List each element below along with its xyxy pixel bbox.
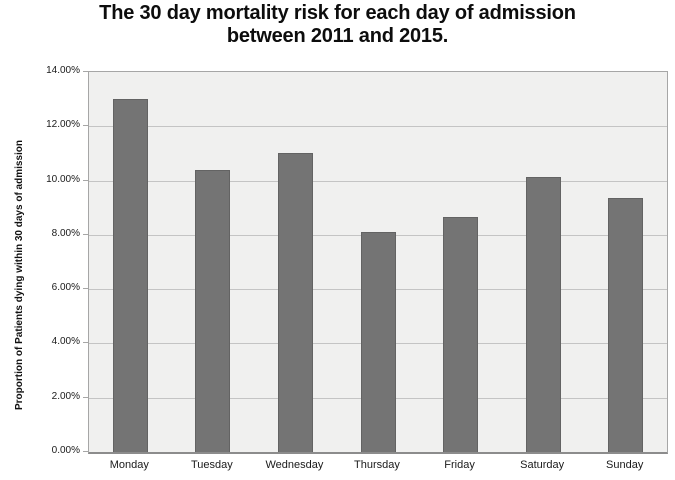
bar-wednesday	[277, 153, 313, 452]
y-tick-mark-6-percent	[83, 288, 88, 290]
y-tick-label-10-percent: 10.00%	[46, 173, 80, 185]
bar-tuesday	[195, 169, 231, 452]
y-axis-title: Proportion of Patients dying within 30 d…	[14, 139, 25, 411]
bar-saturday	[525, 176, 561, 452]
y-tick-mark-2-percent	[83, 396, 88, 398]
x-tick-label-saturday: Saturday	[520, 459, 565, 471]
x-tick-label-friday: Friday	[444, 459, 475, 471]
bar-sunday	[608, 198, 644, 452]
x-tick-label-monday: Monday	[109, 459, 149, 471]
bar-friday	[443, 217, 479, 452]
gridline-12-percent	[89, 126, 667, 128]
y-tick-mark-0-percent	[83, 451, 88, 452]
bar-thursday	[360, 232, 396, 452]
y-tick-mark-8-percent	[83, 233, 88, 235]
chart-title-line-1: The 30 day mortality risk for each day o…	[99, 2, 576, 24]
chart-title: The 30 day mortality risk for each day o…	[0, 2, 675, 48]
y-tick-label-14-percent: 14.00%	[46, 65, 80, 76]
y-tick-label-12-percent: 12.00%	[46, 119, 80, 131]
x-tick-label-wednesday: Wednesday	[265, 459, 324, 471]
x-tick-label-tuesday: Tuesday	[190, 459, 233, 471]
y-tick-label-0-percent: 0.00%	[51, 445, 80, 456]
y-tick-label-6-percent: 6.00%	[51, 282, 80, 294]
gridline-10-percent	[89, 180, 667, 182]
x-tick-label-sunday: Sunday	[606, 459, 644, 471]
y-tick-label-2-percent: 2.00%	[51, 390, 80, 402]
y-tick-mark-4-percent	[83, 342, 88, 344]
y-tick-mark-14-percent	[83, 71, 88, 72]
chart-title-line-2: between 2011 and 2015.	[226, 25, 449, 47]
y-tick-label-8-percent: 8.00%	[51, 227, 80, 239]
x-tick-label-thursday: Thursday	[354, 459, 400, 471]
y-tick-label-4-percent: 4.00%	[51, 336, 80, 348]
bar-monday	[112, 99, 148, 452]
plot-area	[88, 71, 668, 454]
y-tick-mark-12-percent	[83, 125, 88, 127]
y-tick-mark-10-percent	[83, 179, 88, 181]
